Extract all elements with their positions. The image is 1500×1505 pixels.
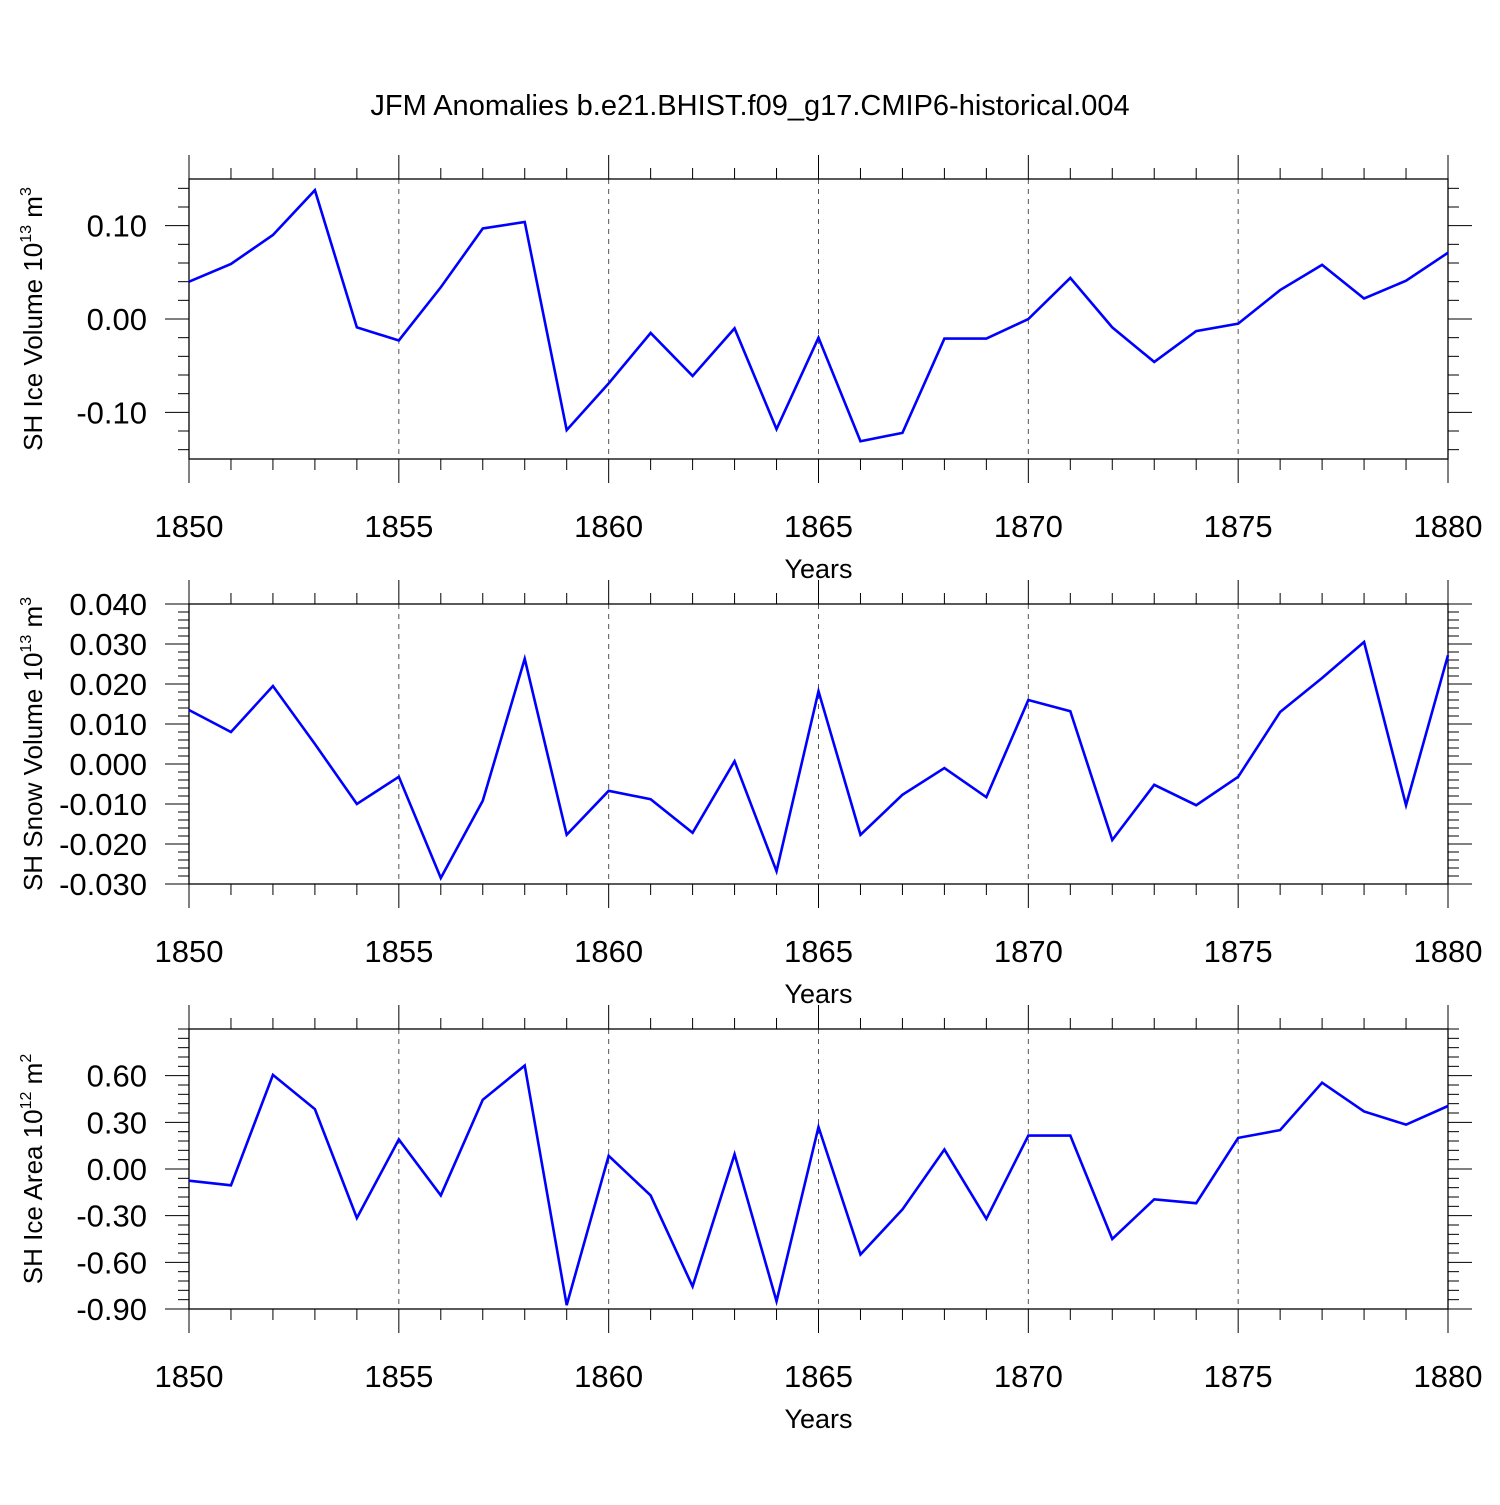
y-axis-title-exponent: 13 — [18, 225, 35, 243]
y-tick-label: -0.30 — [76, 1199, 147, 1234]
panel-2: 1850 1855 1860 1865 1870 1875 1880 Years -0.030 -… — [18, 580, 1482, 1009]
x-tick-label: 1865 — [784, 934, 853, 969]
y-axis-title-unit-exponent: 3 — [18, 597, 35, 606]
y-axis-title-exponent: 12 — [18, 1091, 35, 1109]
y-tick-label: -0.020 — [59, 827, 147, 862]
y-axis-title: SH Ice Volume 1013 m3 — [18, 187, 48, 451]
x-tick-label: 1875 — [1204, 934, 1273, 969]
y-tick-label: -0.60 — [76, 1245, 147, 1280]
x-tick-label: 1865 — [784, 509, 853, 544]
x-tick-label: 1850 — [155, 509, 224, 544]
x-axis-title: Years — [784, 979, 852, 1009]
y-tick-label: 0.040 — [69, 587, 147, 622]
y-axis-title: SH Snow Volume 1013 m3 — [18, 597, 48, 891]
y-axis-title-text: SH Snow Volume 10 — [18, 653, 48, 891]
x-tick-label: 1850 — [155, 934, 224, 969]
series-line — [188, 187, 1449, 443]
series-line — [188, 639, 1450, 882]
y-axis-title-exponent: 13 — [18, 635, 35, 653]
y-tick-label: -0.10 — [76, 395, 147, 430]
y-axis-title-unit: m — [18, 196, 48, 225]
x-tick-label: 1880 — [1414, 509, 1483, 544]
x-tick-label: 1855 — [364, 1359, 433, 1394]
panel-3: 1850 1855 1860 1865 1870 1875 1880 Years -0.90 -0… — [18, 1005, 1482, 1434]
x-tick-label: 1875 — [1204, 509, 1273, 544]
y-tick-label: 0.030 — [69, 627, 147, 662]
x-axis-title: Years — [784, 1404, 852, 1434]
y-tick-label: 0.00 — [87, 302, 147, 337]
x-tick-label: 1870 — [994, 509, 1063, 544]
y-axis-title-unit-exponent: 2 — [18, 1054, 35, 1063]
series-line — [188, 1063, 1449, 1307]
x-tick-label: 1860 — [574, 1359, 643, 1394]
y-axis-title: SH Ice Area 1012 m2 — [18, 1054, 48, 1285]
y-tick-label: 0.010 — [69, 707, 147, 742]
y-tick-label: 0.00 — [87, 1152, 147, 1187]
x-tick-label: 1870 — [994, 1359, 1063, 1394]
x-tick-label: 1880 — [1414, 1359, 1483, 1394]
panel-1: 1850 1855 1860 1865 1870 1875 1880 Years -0.10 0.… — [18, 155, 1482, 584]
x-tick-label: 1850 — [155, 1359, 224, 1394]
y-tick-label: -0.030 — [59, 867, 147, 902]
x-tick-label: 1870 — [994, 934, 1063, 969]
x-tick-label: 1875 — [1204, 1359, 1273, 1394]
y-axis-title-text: SH Ice Area 10 — [18, 1109, 48, 1284]
y-tick-label: 0.30 — [87, 1105, 147, 1140]
x-tick-label: 1880 — [1414, 934, 1483, 969]
y-axis-title-unit-exponent: 3 — [18, 187, 35, 196]
x-tick-label: 1860 — [574, 509, 643, 544]
y-tick-label: -0.010 — [59, 787, 147, 822]
x-axis-title: Years — [784, 554, 852, 584]
x-tick-label: 1855 — [364, 509, 433, 544]
y-tick-label: 0.60 — [87, 1059, 147, 1094]
x-tick-label: 1865 — [784, 1359, 853, 1394]
y-tick-label: -0.90 — [76, 1292, 147, 1327]
y-axis-title-text: SH Ice Volume 10 — [18, 243, 48, 451]
y-tick-label: 0.10 — [87, 209, 147, 244]
y-axis-title-unit: m — [18, 606, 48, 635]
x-tick-label: 1855 — [364, 934, 433, 969]
y-axis-title-unit: m — [18, 1063, 48, 1092]
y-tick-label: 0.020 — [69, 667, 147, 702]
chart-title: JFM Anomalies b.e21.BHIST.f09_g17.CMIP6-… — [370, 90, 1129, 122]
x-tick-label: 1860 — [574, 934, 643, 969]
y-tick-label: 0.000 — [69, 747, 147, 782]
